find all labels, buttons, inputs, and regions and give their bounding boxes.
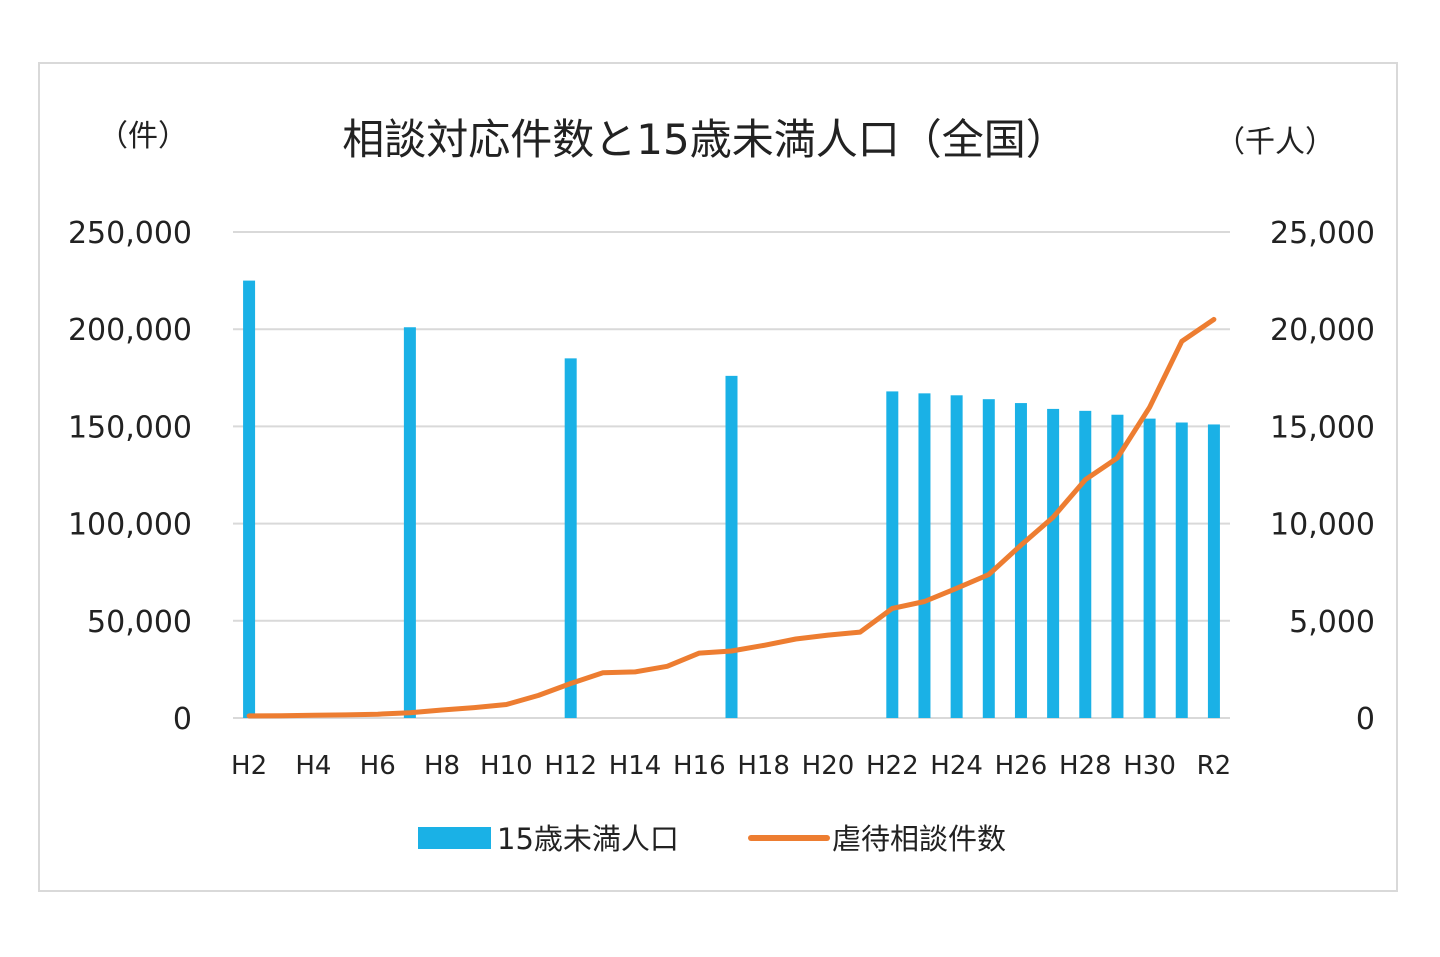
y-right-tick-label: 25,000 — [1270, 216, 1375, 251]
bar-population-H27 — [1047, 408, 1060, 718]
chart-svg: 250,000 200,000 150,000 100,000 50,000 0 25,00… — [68, 115, 1375, 856]
y-left-tick-label: 250,000 — [68, 216, 192, 251]
chart-title: 相談対応件数と15歳未満人口（全国） — [342, 115, 1067, 164]
x-tick-label: H12 — [544, 751, 597, 781]
y-right-tick-label: 5,000 — [1289, 605, 1375, 640]
x-tick-label: H30 — [1123, 751, 1176, 781]
y-right-tick-label: 15,000 — [1270, 410, 1375, 445]
x-tick-label: R2 — [1197, 751, 1232, 781]
bar-population-H2 — [243, 280, 256, 718]
bar-population-H25 — [982, 399, 995, 718]
x-tick-label: H2 — [231, 751, 267, 781]
bar-population-H28 — [1079, 410, 1092, 718]
y-left-tick-label: 0 — [173, 702, 192, 737]
legend: 15歳未満人口 虐待相談件数 — [418, 822, 1006, 856]
axis-labels: 250,000 200,000 150,000 100,000 50,000 0 25,00… — [68, 216, 1375, 781]
x-tick-label: H16 — [673, 751, 726, 781]
bar-population-H30 — [1143, 418, 1156, 718]
x-tick-label: H10 — [480, 751, 533, 781]
y-left-tick-label: 50,000 — [87, 605, 192, 640]
bar-population-H12 — [564, 358, 577, 718]
legend-label-abuse: 虐待相談件数 — [832, 822, 1006, 856]
y-right-tick-label: 20,000 — [1270, 313, 1375, 348]
left-axis-unit: （件） — [98, 119, 188, 154]
right-axis-unit: （千人） — [1215, 125, 1335, 160]
bar-population-H7 — [403, 327, 416, 718]
x-tick-label: H20 — [802, 751, 855, 781]
bar-population-H24 — [950, 395, 963, 718]
bar-population-H22 — [886, 391, 899, 718]
y-left-tick-label: 100,000 — [68, 508, 192, 543]
x-tick-label: H22 — [866, 751, 919, 781]
x-tick-label: H18 — [737, 751, 790, 781]
x-tick-label: H6 — [360, 751, 396, 781]
legend-label-population: 15歳未満人口 — [497, 822, 679, 856]
x-tick-label: H28 — [1059, 751, 1112, 781]
y-left-tick-label: 200,000 — [68, 313, 192, 348]
chart-frame: 250,000 200,000 150,000 100,000 50,000 0 25,00… — [38, 62, 1398, 892]
bar-series — [243, 280, 1220, 718]
bar-population-H23 — [918, 393, 931, 718]
x-tick-label: H4 — [295, 751, 331, 781]
bar-population-R2 — [1207, 424, 1220, 718]
y-left-tick-label: 150,000 — [68, 410, 192, 445]
legend-swatch-population — [418, 827, 491, 849]
y-right-tick-label: 10,000 — [1270, 508, 1375, 543]
x-tick-label: H26 — [995, 751, 1048, 781]
y-right-tick-label: 0 — [1356, 702, 1375, 737]
x-tick-label: H14 — [609, 751, 662, 781]
bar-population-H26 — [1014, 403, 1027, 718]
line-series — [246, 316, 1217, 719]
bar-population-H29 — [1111, 414, 1124, 718]
bar-population-H17 — [725, 375, 738, 718]
x-tick-label: H8 — [424, 751, 460, 781]
bar-population-R1 — [1175, 422, 1188, 718]
x-tick-label: H24 — [930, 751, 983, 781]
